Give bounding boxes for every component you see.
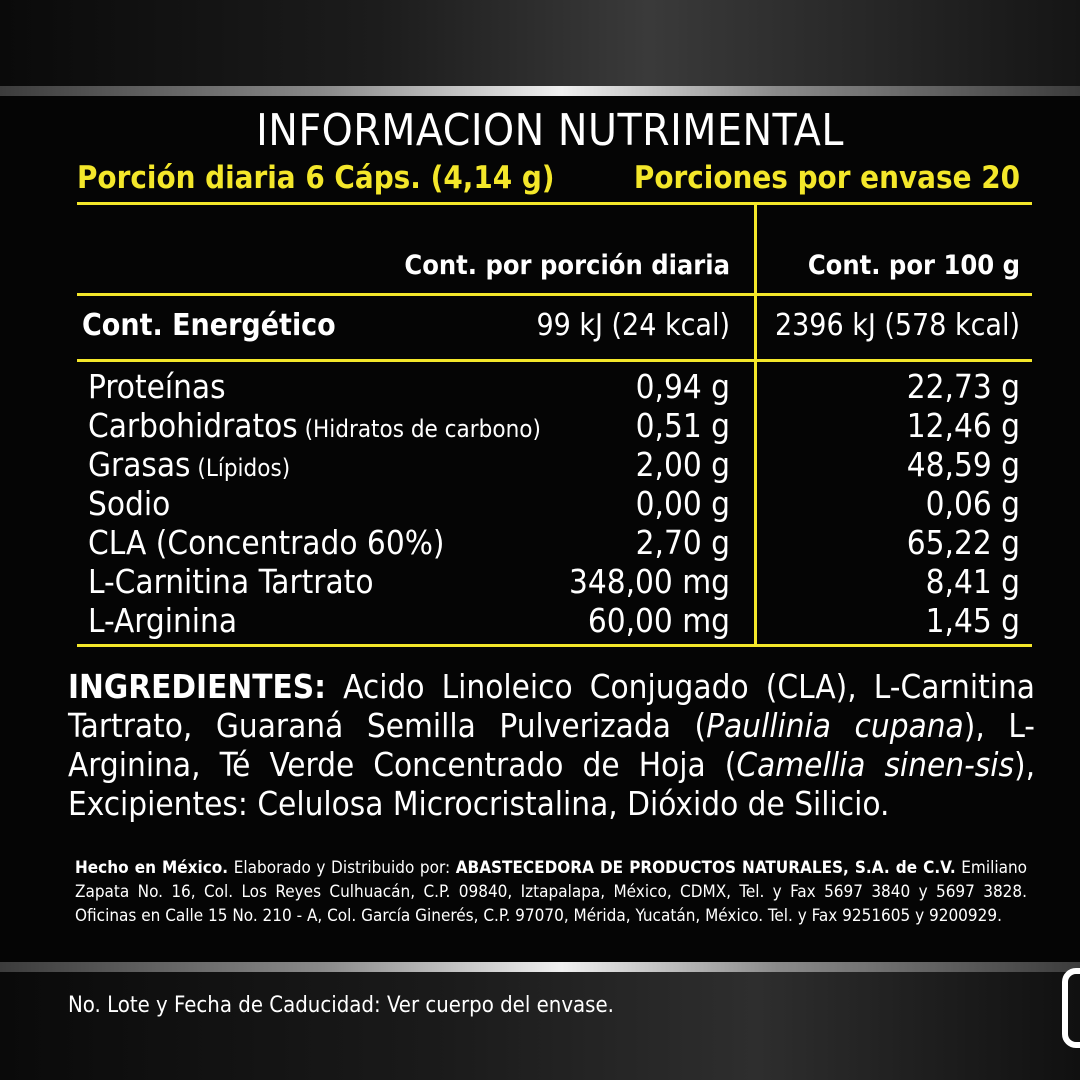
servings-per-container: Porciones por envase 20 [633, 160, 1020, 196]
nutrient-per-100g: 8,41 g [925, 562, 1020, 601]
nutrient-name: Carbohidratos (Hidratos de carbono) [88, 406, 541, 445]
nutrient-per-100g: 65,22 g [906, 523, 1020, 562]
energy-rule [77, 359, 1032, 362]
nutrient-per-serving: 0,00 g [635, 484, 730, 523]
nutrient-per-serving: 60,00 mg [587, 601, 730, 640]
nutrient-name: Sodio [88, 484, 171, 523]
table-row: Sodio 0,00 g 0,06 g [88, 485, 1020, 523]
header-per-100g: Cont. por 100 g [807, 250, 1020, 281]
bottom-gradient-band [0, 972, 1080, 1080]
ingredients-text: INGREDIENTES: Acido Linoleico Conjugado … [68, 667, 1036, 823]
energy-label: Cont. Energético [82, 308, 336, 343]
nutrient-per-100g: 48,59 g [906, 445, 1020, 484]
table-row: Grasas (Lípidos) 2,00 g 48,59 g [88, 446, 1020, 484]
bottom-silver-bar [0, 962, 1080, 972]
table-row: L-Carnitina Tartrato 348,00 mg 8,41 g [88, 563, 1020, 601]
table-row: Carbohidratos (Hidratos de carbono) 0,51… [88, 407, 1020, 445]
nutrient-per-serving: 0,51 g [635, 406, 730, 445]
nutrient-name: CLA (Concentrado 60%) [88, 523, 445, 562]
table-top-rule [77, 202, 1032, 205]
corner-logo-fragment [1062, 968, 1080, 1048]
top-silver-bar [0, 86, 1080, 96]
nutrient-per-100g: 12,46 g [906, 406, 1020, 445]
energy-per-100g: 2396 kJ (578 kcal) [774, 308, 1020, 343]
table-row: Proteínas 0,94 g 22,73 g [88, 368, 1020, 406]
table-column-divider [754, 203, 757, 645]
company-name: ABASTECEDORA DE PRODUCTOS NATURALES, S.A… [455, 858, 956, 878]
nutrient-per-serving: 2,70 g [635, 523, 730, 562]
nutrient-per-serving: 0,94 g [635, 367, 730, 406]
scientific-name: Camellia sinen-sis [736, 745, 1014, 784]
nutrient-per-100g: 0,06 g [925, 484, 1020, 523]
nutrient-per-serving: 348,00 mg [568, 562, 730, 601]
nutrient-name: Grasas (Lípidos) [88, 445, 291, 484]
ingredients-label: INGREDIENTES: [68, 667, 327, 706]
table-row: CLA (Concentrado 60%) 2,70 g 65,22 g [88, 524, 1020, 562]
header-per-serving: Cont. por porción diaria [404, 250, 730, 281]
nutrient-name: L-Arginina [88, 601, 238, 640]
made-in: Hecho en México. [75, 858, 229, 878]
header-rule [77, 293, 1032, 296]
scientific-name: Paullinia cupana [706, 706, 964, 745]
table-bottom-rule [77, 644, 1032, 647]
top-gradient-band [0, 0, 1080, 86]
table-row: L-Arginina 60,00 mg 1,45 g [88, 602, 1020, 640]
nutrient-per-serving: 2,00 g [635, 445, 730, 484]
serving-size: Porción diaria 6 Cáps. (4,14 g) [77, 160, 555, 196]
energy-per-serving: 99 kJ (24 kcal) [536, 308, 730, 343]
nutrient-per-100g: 22,73 g [906, 367, 1020, 406]
manufacturer-info: Hecho en México. Elaborado y Distribuido… [75, 858, 1027, 926]
nutrient-name: L-Carnitina Tartrato [88, 562, 374, 601]
lot-expiry-note: No. Lote y Fecha de Caducidad: Ver cuerp… [68, 993, 614, 1018]
panel-title: INFORMACION NUTRIMENTAL [256, 105, 844, 156]
nutrient-name: Proteínas [88, 367, 226, 406]
nutrient-per-100g: 1,45 g [925, 601, 1020, 640]
